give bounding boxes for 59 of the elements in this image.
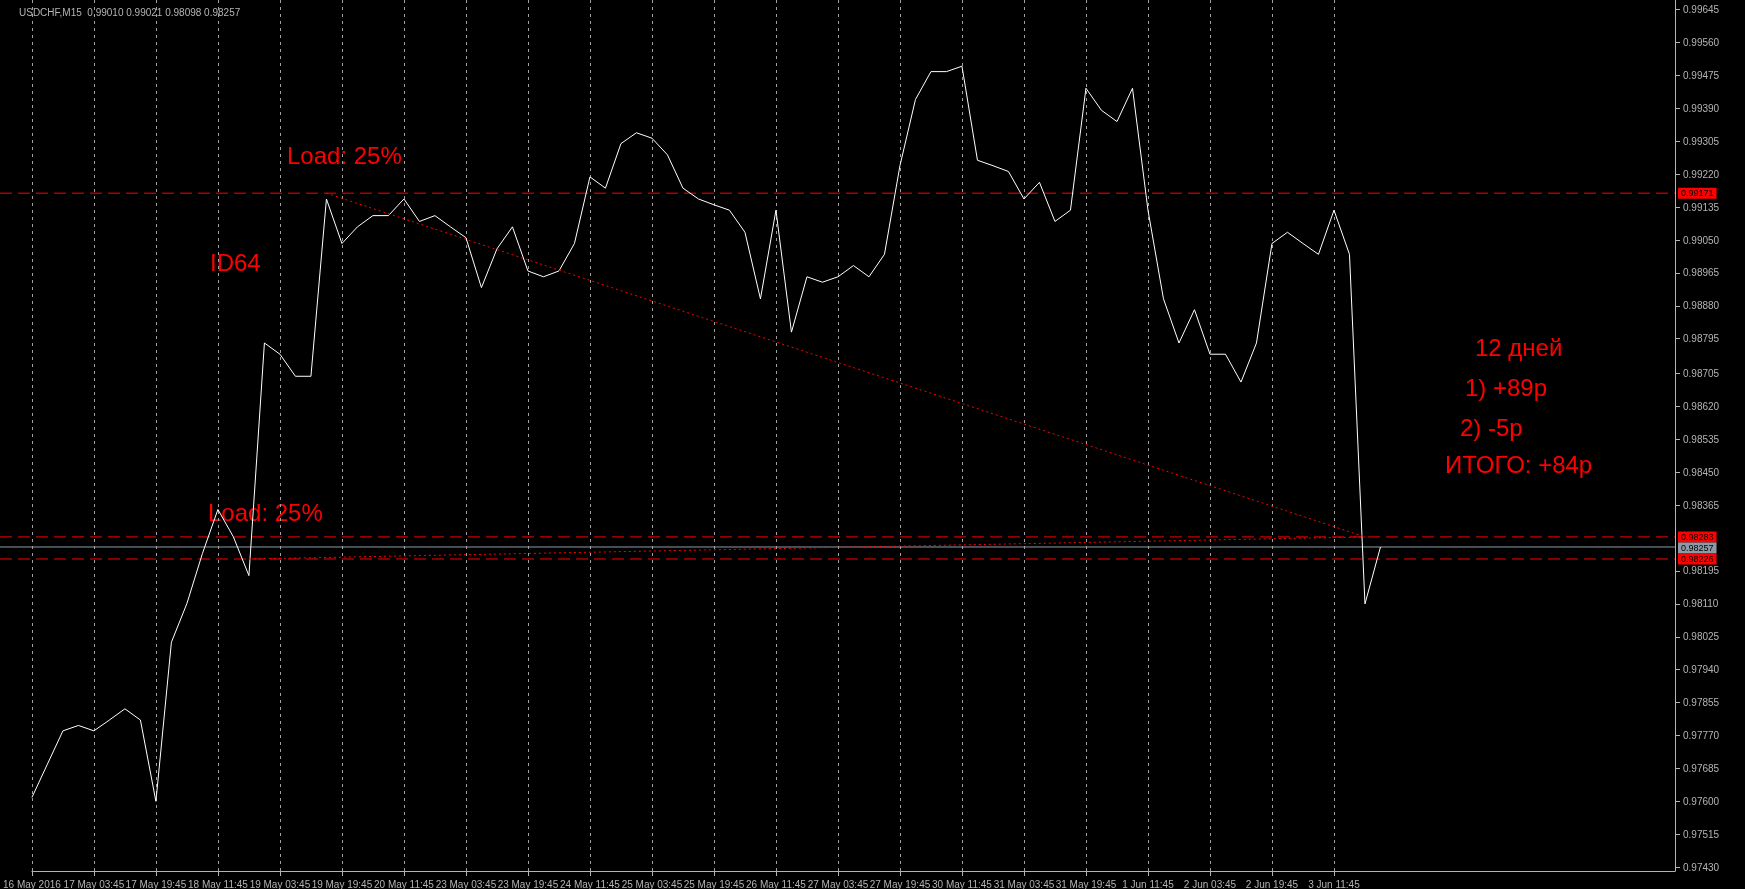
- annotation: Load: 25%: [287, 141, 402, 169]
- x-tick-label: 26 May 11:45: [746, 878, 807, 889]
- y-tick-label: 0.97855: [1683, 697, 1720, 709]
- y-tick-label: 0.98620: [1683, 400, 1720, 412]
- x-tick-label: 18 May 11:45: [187, 878, 249, 889]
- y-tick-label: 0.98195: [1683, 565, 1720, 577]
- annotation: ИТОГО: +84p: [1445, 450, 1593, 478]
- x-tick-label: 23 May 19:45: [497, 878, 559, 889]
- x-tick-label: 31 May 03:45: [993, 878, 1055, 889]
- ref-line-label: 0.99171: [1681, 188, 1714, 199]
- y-tick-label: 0.97770: [1683, 730, 1720, 742]
- x-tick-label: 27 May 19:45: [869, 878, 931, 889]
- y-tick-label: 0.98795: [1683, 333, 1720, 345]
- y-tick-label: 0.99050: [1683, 234, 1720, 246]
- y-tick-label: 0.99305: [1683, 135, 1720, 147]
- x-tick-label: 31 May 19:45: [1055, 878, 1117, 889]
- annotation: 1) +89p: [1465, 373, 1548, 401]
- x-tick-label: 2 Jun 03:45: [1183, 878, 1237, 889]
- x-tick-label: 23 May 03:45: [435, 878, 497, 889]
- annotation: ID64: [210, 248, 261, 276]
- x-tick-label: 3 Jun 11:45: [1308, 878, 1361, 889]
- x-tick-label: 17 May 03:45: [63, 878, 125, 889]
- annotation: 2) -5p: [1460, 413, 1523, 441]
- x-tick-label: 25 May 03:45: [621, 878, 683, 889]
- y-tick-label: 0.98705: [1683, 368, 1720, 380]
- y-tick-label: 0.99645: [1683, 4, 1720, 16]
- x-tick-label: 19 May 03:45: [249, 878, 311, 889]
- y-tick-label: 0.97430: [1683, 861, 1720, 873]
- y-tick-label: 0.99475: [1683, 69, 1720, 81]
- x-tick-label: 2 Jun 19:45: [1245, 878, 1299, 889]
- y-tick-label: 0.99135: [1683, 201, 1720, 213]
- y-tick-label: 0.97685: [1683, 762, 1720, 774]
- y-tick-label: 0.98365: [1683, 499, 1720, 511]
- y-tick-label: 0.98880: [1683, 300, 1720, 312]
- x-tick-label: 20 May 11:45: [374, 878, 435, 889]
- y-tick-label: 0.98025: [1683, 631, 1720, 643]
- y-tick-label: 0.97940: [1683, 664, 1720, 676]
- y-tick-label: 0.98110: [1683, 598, 1719, 610]
- x-tick-label: 25 May 19:45: [683, 878, 745, 889]
- annotation: 12 дней: [1475, 333, 1563, 361]
- y-tick-label: 0.99220: [1683, 168, 1720, 180]
- x-tick-label: 30 May 11:45: [932, 878, 993, 889]
- y-tick-label: 0.99560: [1683, 37, 1720, 49]
- x-tick-label: 16 May 2016: [2, 878, 62, 889]
- x-tick-label: 19 May 19:45: [311, 878, 373, 889]
- x-tick-label: 1 Jun 11:45: [1122, 878, 1175, 889]
- y-tick-label: 0.97600: [1683, 795, 1720, 807]
- x-tick-label: 24 May 11:45: [560, 878, 621, 889]
- y-tick-label: 0.98965: [1683, 267, 1720, 279]
- ref-line-label: 0.98226: [1681, 553, 1714, 564]
- ref-line-label: 0.98257: [1681, 542, 1714, 553]
- y-tick-label: 0.99390: [1683, 102, 1720, 114]
- text: USDCHF,M15 0.99010 0.99021 0.98098 0.98257: [19, 6, 241, 18]
- ref-line-label: 0.98283: [1681, 531, 1714, 542]
- x-tick-label: 27 May 03:45: [807, 878, 869, 889]
- y-tick-label: 0.97515: [1683, 828, 1720, 840]
- y-tick-label: 0.98450: [1683, 466, 1720, 478]
- y-tick-label: 0.98535: [1683, 433, 1720, 445]
- x-tick-label: 17 May 19:45: [125, 878, 187, 889]
